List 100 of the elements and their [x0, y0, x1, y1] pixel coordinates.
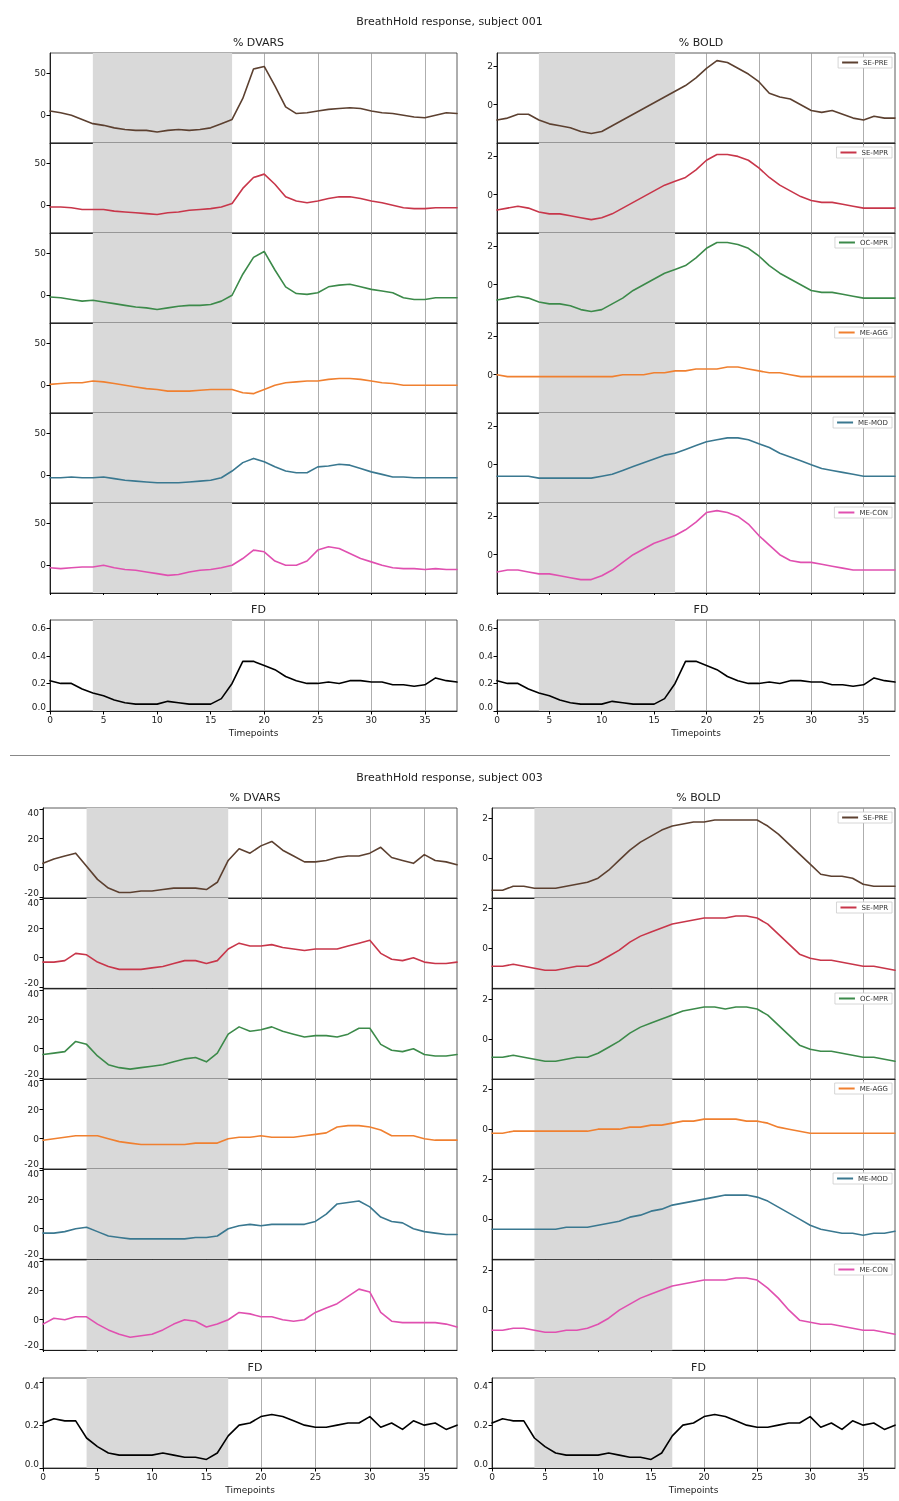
- x-tick-label: 30: [365, 714, 378, 725]
- y-tick-label: 0: [40, 380, 47, 391]
- x-axis-title: Timepoints: [667, 1485, 719, 1496]
- y-tick-label: 2: [487, 61, 493, 72]
- y-tick-label: 0: [482, 853, 489, 864]
- y-tick-label: 0: [487, 279, 494, 290]
- x-axis-title: Timepoints: [227, 728, 279, 739]
- line-series: [42, 1200, 458, 1240]
- y-tick-label: 0.2: [478, 678, 493, 689]
- chart-title: FD: [247, 1361, 263, 1374]
- line-series: [496, 437, 896, 479]
- line-series: [42, 1287, 458, 1338]
- x-axis-title: Timepoints: [224, 1485, 276, 1496]
- y-tick-label: 0.4: [24, 1381, 40, 1392]
- line-series: [49, 173, 458, 216]
- y-tick-label: -20: [24, 1158, 40, 1169]
- y-tick-label: 2: [482, 903, 488, 914]
- line-series: [491, 915, 896, 972]
- y-tick-label: -20: [24, 887, 40, 898]
- x-tick-label: 10: [151, 714, 164, 725]
- text: BreathHold response, subject 003: [356, 771, 543, 784]
- y-tick-label: 2: [487, 421, 493, 432]
- line-series: [491, 1194, 896, 1237]
- line-series: [496, 509, 896, 581]
- y-tick-label: 20: [27, 1285, 40, 1296]
- y-tick-label: 0: [487, 99, 494, 110]
- line-series: [491, 1005, 896, 1062]
- y-tick-label: 0.2: [31, 678, 46, 689]
- x-tick-label: 35: [857, 714, 870, 725]
- x-tick-label: 15: [645, 1471, 657, 1482]
- y-tick-label: 40: [27, 898, 40, 909]
- x-tick-label: 5: [546, 714, 553, 725]
- chart-title: FD: [693, 603, 709, 616]
- line-series: [42, 939, 458, 971]
- line-series: [491, 1118, 896, 1134]
- y-tick-label: 0: [33, 1133, 40, 1144]
- x-tick-label: 35: [419, 714, 431, 725]
- y-tick-label: 0.6: [31, 623, 47, 634]
- x-tick-label: 15: [648, 714, 660, 725]
- y-tick-label: 0: [40, 110, 47, 121]
- chart-title: % DVARS: [232, 36, 285, 49]
- y-tick-label: 0.0: [24, 1459, 40, 1469]
- y-tick-label: 0: [40, 290, 47, 301]
- y-tick-label: 0.2: [24, 1420, 39, 1431]
- line-series: [49, 250, 458, 311]
- x-tick-label: 10: [146, 1471, 158, 1482]
- x-tick-label: 5: [542, 1471, 548, 1482]
- y-tick-label: -20: [24, 978, 40, 989]
- y-tick-label: 0.0: [31, 702, 47, 712]
- line-series: [496, 153, 896, 221]
- y-tick-label: 2: [482, 813, 488, 824]
- y-tick-label: 0: [33, 953, 40, 964]
- y-tick-label: 0: [482, 1033, 489, 1044]
- chart-title: FD: [691, 1361, 706, 1374]
- x-axis-title: Timepoints: [670, 728, 722, 739]
- x-tick-label: 20: [258, 714, 271, 725]
- y-tick-label: 50: [34, 158, 47, 169]
- y-tick-label: 2: [487, 241, 493, 252]
- line-series: [49, 545, 458, 577]
- y-tick-label: -20: [24, 1068, 40, 1079]
- line-series: [496, 366, 896, 378]
- x-tick-label: 10: [592, 1471, 605, 1482]
- y-tick-label: 0.6: [478, 623, 494, 634]
- line-series: [496, 59, 896, 135]
- y-tick-label: 0: [40, 470, 47, 481]
- y-tick-label: 0: [482, 1214, 489, 1225]
- x-tick-label: 25: [751, 1471, 763, 1482]
- x-tick-label: 10: [596, 714, 608, 725]
- y-tick-label: 0: [40, 560, 47, 571]
- line-series: [49, 65, 458, 133]
- x-tick-label: 25: [309, 1471, 322, 1482]
- x-tick-label: 5: [94, 1471, 101, 1482]
- y-tick-label: 0: [482, 943, 489, 954]
- y-tick-label: 0.0: [473, 1459, 489, 1469]
- y-tick-label: 2: [482, 1083, 488, 1094]
- y-tick-label: 50: [34, 518, 47, 529]
- x-tick-label: 20: [255, 1471, 267, 1482]
- y-tick-label: 50: [34, 338, 47, 349]
- y-tick-label: 0.0: [478, 702, 494, 712]
- y-tick-label: 20: [27, 1014, 40, 1025]
- x-tick-label: 15: [204, 714, 217, 725]
- chart-title: % DVARS: [229, 791, 281, 804]
- line-series: [496, 241, 896, 313]
- chart-title: % BOLD: [678, 36, 724, 49]
- y-tick-label: 40: [27, 1169, 40, 1180]
- x-tick-label: 25: [312, 714, 324, 725]
- y-tick-label: 50: [34, 428, 47, 439]
- x-tick-label: 5: [100, 714, 107, 725]
- x-tick-label: 25: [753, 714, 765, 725]
- y-tick-label: 0: [487, 459, 494, 470]
- y-tick-label: -20: [24, 1249, 40, 1260]
- x-tick-label: 35: [418, 1471, 431, 1482]
- y-tick-label: 0.2: [473, 1420, 488, 1431]
- y-tick-label: 40: [27, 989, 40, 1000]
- x-tick-label: 20: [698, 1471, 711, 1482]
- line-series: [491, 1276, 896, 1335]
- y-tick-label: 40: [27, 1259, 40, 1270]
- line-series: [491, 819, 896, 892]
- y-tick-label: 2: [482, 993, 488, 1004]
- y-tick-label: 0: [40, 200, 47, 211]
